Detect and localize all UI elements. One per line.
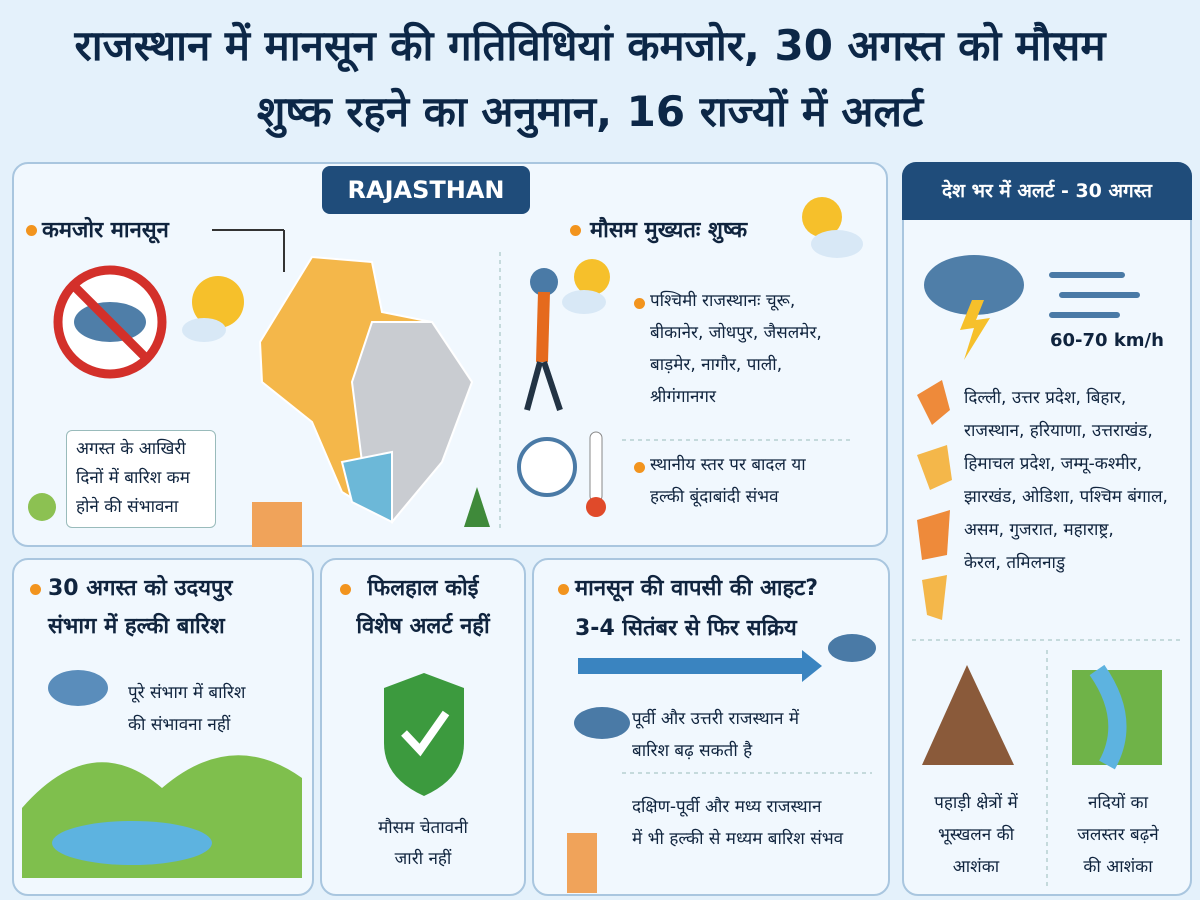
body-line: बीकानेर, जोधपुर, जैसलमेर, bbox=[650, 323, 822, 343]
body-line: दक्षिण-पूर्वी और मध्य राजस्थान bbox=[632, 797, 822, 817]
bullet-dot bbox=[570, 225, 581, 236]
risk-line: नदियों का bbox=[1088, 793, 1148, 813]
body-line: मौसम चेतावनी bbox=[378, 818, 468, 838]
body-line: पूर्वी और उत्तरी राजस्थान में bbox=[632, 709, 799, 729]
bullet-dot bbox=[634, 462, 645, 473]
nation-illustrations bbox=[912, 255, 1182, 890]
body-line: में भी हल्की से मध्यम बारिश संभव bbox=[632, 829, 844, 849]
section-heading: 30 अगस्त को उदयपुर bbox=[48, 576, 233, 601]
bullet-dot bbox=[30, 584, 41, 595]
bullet-dot bbox=[558, 584, 569, 595]
note-line: दिनों में बारिश कम bbox=[76, 468, 190, 488]
risk-line: आशंका bbox=[952, 857, 1000, 877]
rajasthan-illustrations bbox=[28, 197, 863, 547]
body-line: श्रीगंगानगर bbox=[650, 387, 716, 407]
body-line: हल्की बूंदाबांदी संभव bbox=[650, 487, 779, 507]
risk-line: पहाड़ी क्षेत्रों में bbox=[934, 793, 1018, 813]
states-line: असम, गुजरात, महाराष्ट्र, bbox=[964, 520, 1114, 540]
note-box bbox=[66, 430, 216, 528]
bottom-illustrations bbox=[22, 634, 876, 893]
title-line: शुष्क रहने का अनुमान, 16 राज्यों में अलर… bbox=[256, 87, 924, 136]
bullet-dot bbox=[26, 225, 37, 236]
states-line: दिल्ली, उत्तर प्रदेश, बिहार, bbox=[964, 388, 1127, 408]
region-badge: RAJASTHAN bbox=[322, 166, 530, 214]
body-line: पश्चिमी राजस्थानः चूरू, bbox=[650, 291, 796, 311]
title-line: राजस्थान में मानसून की गतिविधियां कमजोर,… bbox=[74, 21, 1106, 70]
risk-line: की आशंका bbox=[1083, 857, 1153, 877]
alert-panel bbox=[320, 558, 526, 896]
states-line: केरल, तमिलनाडु bbox=[964, 553, 1066, 573]
body-line: पूरे संभाग में बारिश bbox=[128, 683, 246, 703]
section-heading: विशेष अलर्ट नहीं bbox=[356, 614, 490, 639]
body-line: जारी नहीं bbox=[394, 849, 452, 869]
note-line: अगस्त के आखिरी bbox=[76, 439, 186, 459]
risk-line: भूस्खलन की bbox=[937, 825, 1015, 845]
section-heading: मानसून की वापसी की आहट? bbox=[575, 576, 818, 601]
states-line: झारखंड, ओडिशा, पश्चिम बंगाल, bbox=[964, 487, 1168, 507]
panel-heading: देश भर में अलर्ट - 30 अगस्त bbox=[902, 162, 1192, 220]
note-line: होने की संभावना bbox=[76, 497, 179, 517]
body-line: स्थानीय स्तर पर बादल या bbox=[650, 455, 806, 475]
body-line: बाड़मेर, नागौर, पाली, bbox=[650, 355, 783, 375]
section-heading: संभाग में हल्की बारिश bbox=[48, 614, 225, 639]
section-heading: 3-4 सितंबर से फिर सक्रिय bbox=[575, 616, 797, 641]
section-heading: मौसम मुख्यतः शुष्क bbox=[590, 218, 748, 243]
bullet-dot bbox=[634, 298, 645, 309]
body-line: की संभावना नहीं bbox=[128, 715, 231, 735]
wind-speed: 60-70 km/h bbox=[1050, 330, 1164, 351]
section-heading: कमजोर मानसून bbox=[42, 218, 169, 243]
section-heading: फिलहाल कोई bbox=[367, 576, 479, 601]
body-line: बारिश बढ़ सकती है bbox=[632, 741, 753, 761]
states-line: हिमाचल प्रदेश, जम्मू-कश्मीर, bbox=[964, 454, 1142, 474]
bullet-dot bbox=[340, 584, 351, 595]
states-line: राजस्थान, हरियाणा, उत्तराखंड, bbox=[964, 421, 1153, 441]
risk-line: जलस्तर बढ़ने bbox=[1077, 825, 1159, 845]
